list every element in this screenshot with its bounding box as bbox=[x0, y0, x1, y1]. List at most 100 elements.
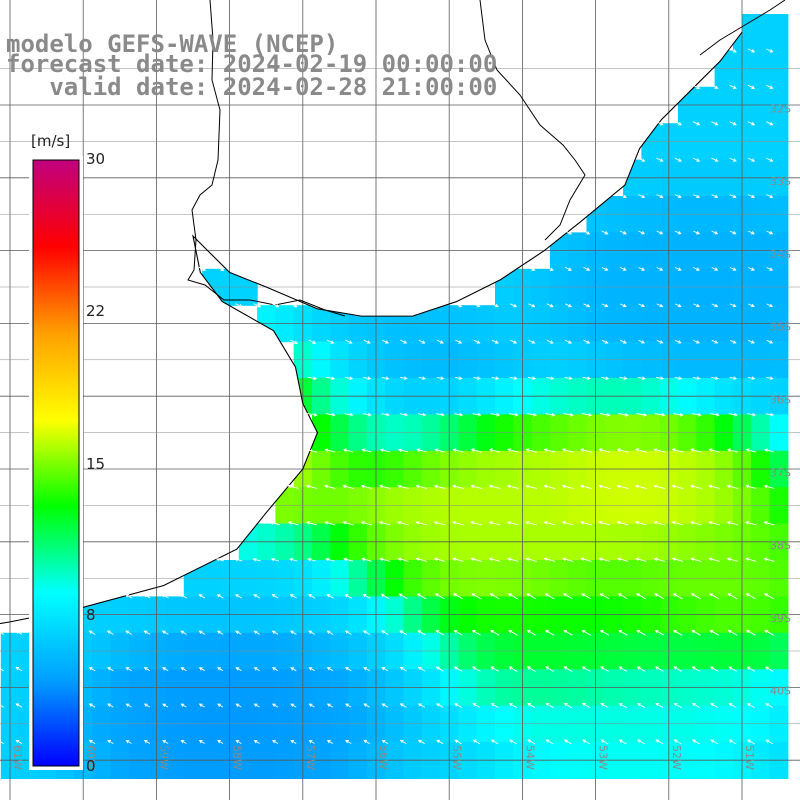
wind-arrow-head bbox=[696, 267, 700, 271]
wind-arrow bbox=[672, 558, 684, 562]
wind-arrow bbox=[272, 703, 279, 708]
wind-arrow bbox=[563, 666, 573, 672]
wind-arrow bbox=[711, 303, 718, 307]
wind-arrow-head bbox=[313, 376, 318, 381]
wind-arrow-head bbox=[476, 340, 481, 344]
wind-arrow-head bbox=[622, 340, 627, 344]
wind-arrow-head bbox=[162, 703, 167, 707]
wind-cell bbox=[604, 705, 624, 743]
wind-arrow bbox=[416, 521, 428, 526]
coastline-outline bbox=[0, 31, 743, 625]
wind-arrow-head bbox=[673, 703, 678, 707]
wind-arrow bbox=[545, 630, 555, 636]
wind-arrow bbox=[507, 448, 519, 453]
wind-arrow bbox=[711, 230, 718, 235]
wind-arrow bbox=[563, 630, 573, 636]
wind-arrow bbox=[181, 667, 187, 672]
wind-arrow-head bbox=[433, 557, 438, 562]
wind-arrow bbox=[545, 666, 555, 672]
wind-arrow bbox=[435, 593, 445, 600]
wind-arrow bbox=[747, 739, 755, 745]
wind-arrow-head bbox=[598, 448, 603, 452]
wind-arrow bbox=[434, 485, 446, 490]
wind-arrow-head bbox=[434, 593, 439, 597]
wind-arrow-head bbox=[750, 303, 755, 308]
wind-arrow-head bbox=[655, 703, 660, 707]
wind-cell bbox=[495, 560, 514, 597]
wind-arrow-head bbox=[458, 340, 463, 344]
wind-arrow-head bbox=[618, 739, 623, 743]
wind-arrow bbox=[636, 593, 647, 600]
wind-cell bbox=[623, 268, 642, 306]
wind-arrow-head bbox=[714, 158, 719, 162]
wind-arrow-head bbox=[770, 412, 775, 417]
wind-arrow bbox=[380, 558, 391, 562]
wind-arrow bbox=[729, 303, 736, 307]
wind-arrow bbox=[510, 303, 517, 308]
wind-arrow bbox=[692, 703, 700, 708]
wind-arrow bbox=[418, 376, 426, 380]
wind-arrow bbox=[0, 668, 5, 672]
wind-arrow-head bbox=[765, 703, 770, 707]
wind-arrow bbox=[199, 703, 205, 708]
wind-arrow-head bbox=[582, 703, 586, 707]
wind-arrow bbox=[693, 267, 700, 271]
wind-arrow bbox=[15, 703, 23, 708]
wind-arrow-head bbox=[655, 666, 659, 670]
wind-arrow bbox=[361, 485, 373, 490]
wind-cell bbox=[623, 414, 642, 452]
wind-arrow bbox=[217, 266, 224, 271]
wind-cell bbox=[568, 632, 588, 670]
wind-arrow bbox=[363, 667, 370, 672]
wind-arrow bbox=[546, 703, 554, 709]
lon-label-59W: 59W bbox=[157, 745, 170, 770]
wind-arrow-head bbox=[763, 557, 768, 562]
wind-arrow-head bbox=[440, 412, 445, 417]
wind-arrow-head bbox=[367, 412, 372, 417]
wind-arrow-head bbox=[637, 739, 641, 743]
wind-arrow-head bbox=[769, 49, 774, 53]
wind-arrow bbox=[526, 448, 537, 453]
wind-cell bbox=[348, 414, 368, 452]
land-area bbox=[0, 0, 742, 629]
wind-arrow bbox=[454, 413, 463, 416]
wind-arrow-head bbox=[403, 376, 408, 380]
wind-arrow-head bbox=[326, 630, 331, 634]
wind-arrow bbox=[562, 521, 574, 526]
wind-arrow bbox=[747, 121, 755, 126]
wind-arrow bbox=[674, 194, 682, 198]
wind-arrow-head bbox=[618, 703, 623, 707]
wind-cell bbox=[678, 560, 697, 597]
wind-arrow-head bbox=[366, 340, 371, 344]
wind-arrow-head bbox=[472, 703, 477, 707]
wind-arrow-head bbox=[476, 303, 481, 308]
wind-arrow-head bbox=[125, 594, 129, 598]
wind-arrow-head bbox=[458, 376, 463, 380]
wind-cell bbox=[257, 705, 276, 743]
wind-arrow bbox=[381, 593, 390, 599]
wind-cell bbox=[549, 487, 569, 525]
wind-arrow-head bbox=[360, 521, 365, 525]
wind-arrow bbox=[381, 667, 389, 672]
wind-arrow bbox=[600, 593, 610, 600]
wind-arrow-head bbox=[287, 484, 292, 489]
wind-arrow-head bbox=[622, 231, 627, 235]
wind-arrow bbox=[617, 448, 629, 453]
wind-arrow bbox=[199, 667, 205, 672]
wind-arrow-head bbox=[690, 593, 695, 597]
wind-cell bbox=[495, 632, 514, 670]
wind-arrow bbox=[766, 376, 773, 380]
wind-arrow bbox=[289, 558, 298, 562]
wind-arrow bbox=[125, 630, 133, 635]
wind-arrow-head bbox=[543, 557, 548, 562]
wind-arrow-head bbox=[660, 376, 665, 381]
wind-arrow bbox=[381, 376, 389, 380]
wind-arrow bbox=[656, 303, 663, 307]
land-mask bbox=[0, 0, 742, 629]
wind-arrow-head bbox=[745, 484, 750, 489]
wind-arrow-head bbox=[452, 557, 457, 562]
wind-arrow-head bbox=[308, 667, 313, 671]
wind-cell bbox=[696, 196, 716, 233]
wind-arrow bbox=[144, 703, 151, 708]
wind-cell bbox=[330, 560, 350, 597]
